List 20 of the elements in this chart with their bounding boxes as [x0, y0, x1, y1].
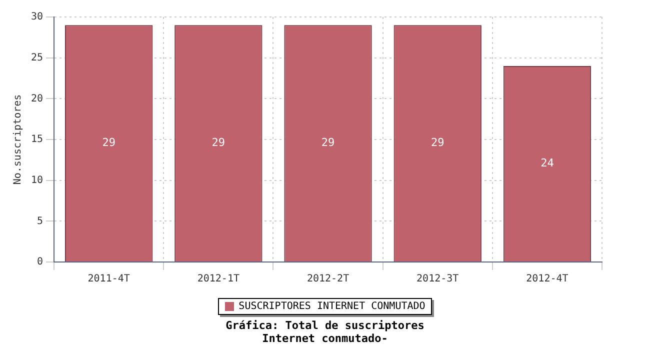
- data-label: 29: [430, 136, 444, 150]
- data-label: 29: [212, 136, 226, 150]
- y-tick-label: 30: [30, 12, 44, 23]
- y-tick-label: 15: [30, 134, 44, 146]
- x-tick-label: 2012-1T: [197, 274, 240, 285]
- y-tick-label: 25: [30, 52, 44, 64]
- legend-label: SUSCRIPTORES INTERNET CONMUTADO: [238, 301, 426, 312]
- y-tick-label: 5: [37, 216, 44, 227]
- data-label: 29: [102, 136, 116, 150]
- x-tick-label: 2012-2T: [306, 274, 350, 285]
- data-label: 29: [321, 136, 335, 150]
- y-tick-label: 0: [37, 256, 44, 268]
- data-label: 24: [540, 156, 554, 170]
- y-axis-title: No.suscriptores: [12, 94, 24, 185]
- x-tick-label: 2012-4T: [526, 274, 568, 285]
- text: Gráfica: Total de suscriptores Internet conmutado-: [224, 319, 426, 345]
- x-tick-label: 2012-3T: [416, 274, 459, 285]
- y-tick-label: 10: [30, 174, 44, 186]
- y-tick-label: 20: [30, 93, 44, 104]
- x-tick-label: 2011-4T: [88, 274, 130, 285]
